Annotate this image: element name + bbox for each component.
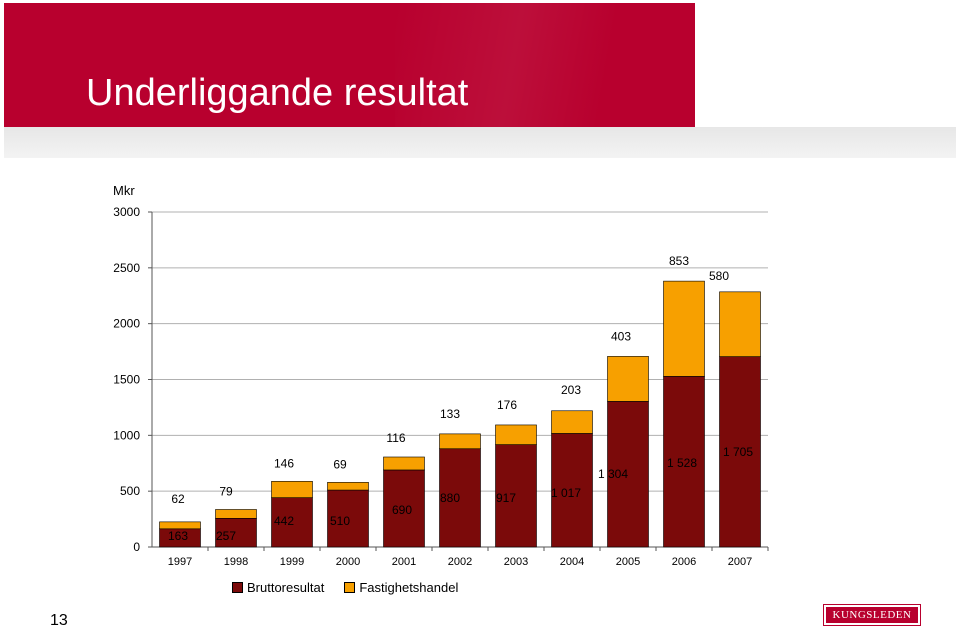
x-tick-label: 1997	[168, 556, 192, 568]
data-label-bruttoresultat: 257	[216, 529, 236, 543]
bar-bruttoresultat	[439, 448, 481, 548]
bar-bruttoresultat	[495, 444, 537, 548]
banner-decoration	[395, 3, 695, 127]
bar-fastighetshandel	[551, 410, 593, 434]
y-tick-label: 2000	[113, 317, 140, 331]
data-label-bruttoresultat: 917	[496, 491, 516, 505]
bar-fastighetshandel	[719, 291, 761, 357]
data-label-fastighetshandel: 146	[274, 456, 294, 470]
legend-label-bruttoresultat: Bruttoresultat	[247, 580, 325, 595]
legend-item-bruttoresultat: Bruttoresultat	[232, 580, 324, 595]
logo-text: KUNGSLEDEN	[826, 607, 918, 623]
bar-fastighetshandel	[495, 424, 537, 445]
y-unit-label: Mkr	[113, 183, 135, 198]
data-label-fastighetshandel: 203	[561, 383, 581, 397]
legend-item-fastighetshandel: Fastighetshandel	[344, 580, 458, 595]
x-tick-label: 1998	[224, 556, 248, 568]
data-label-bruttoresultat: 1 528	[667, 456, 697, 470]
data-label-bruttoresultat: 163	[168, 529, 188, 543]
bar-fastighetshandel	[215, 509, 257, 519]
data-label-fastighetshandel: 62	[171, 492, 185, 506]
y-tick-label: 3000	[113, 205, 140, 219]
y-tick-label: 2500	[113, 261, 140, 275]
x-tick-label: 2007	[728, 556, 752, 568]
kungsleden-logo: KUNGSLEDEN	[823, 604, 921, 626]
data-label-bruttoresultat: 442	[274, 514, 294, 528]
y-tick-label: 1000	[113, 428, 140, 442]
legend-label-fastighetshandel: Fastighetshandel	[359, 580, 459, 595]
bar-bruttoresultat	[271, 497, 313, 548]
y-tick-label: 1500	[113, 373, 140, 387]
data-label-bruttoresultat: 1 705	[723, 445, 753, 459]
legend: Bruttoresultat Fastighetshandel	[232, 580, 472, 595]
bar-fastighetshandel	[327, 482, 369, 491]
bar-fastighetshandel	[663, 280, 705, 377]
data-label-fastighetshandel: 69	[333, 457, 347, 471]
bar-bruttoresultat	[663, 376, 705, 548]
data-label-bruttoresultat: 1 017	[551, 486, 581, 500]
x-tick-label: 2003	[504, 556, 528, 568]
data-label-fastighetshandel: 79	[219, 484, 233, 498]
y-tick-label: 500	[120, 484, 140, 498]
data-label-fastighetshandel: 176	[497, 398, 517, 412]
x-tick-label: 2004	[560, 556, 584, 568]
y-tick-label: 0	[133, 540, 140, 554]
bar-bruttoresultat	[383, 469, 425, 548]
x-tick-label: 2001	[392, 556, 416, 568]
x-tick-label: 1999	[280, 556, 304, 568]
x-tick-label: 2000	[336, 556, 360, 568]
data-label-fastighetshandel: 403	[611, 329, 631, 343]
data-label-fastighetshandel: 116	[386, 431, 405, 445]
data-label-fastighetshandel: 853	[669, 254, 689, 268]
x-tick-label: 2002	[448, 556, 472, 568]
data-label-bruttoresultat: 880	[440, 491, 460, 505]
bar-bruttoresultat	[719, 356, 761, 548]
bar-fastighetshandel	[159, 521, 201, 530]
bar-bruttoresultat	[551, 433, 593, 548]
page-number: 13	[50, 612, 68, 629]
bar-fastighetshandel	[607, 356, 649, 402]
data-label-bruttoresultat: 510	[330, 514, 350, 528]
title-banner	[4, 3, 695, 127]
x-tick-label: 2005	[616, 556, 640, 568]
x-tick-label: 2006	[672, 556, 696, 568]
data-label-bruttoresultat: 1 304	[598, 467, 628, 481]
legend-swatch-bruttoresultat	[232, 582, 243, 593]
slide-title: Underliggande resultat	[86, 72, 469, 114]
bar-bruttoresultat	[327, 489, 369, 548]
bar-fastighetshandel	[271, 481, 313, 498]
data-label-fastighetshandel: 580	[709, 269, 729, 283]
legend-swatch-fastighetshandel	[344, 582, 356, 593]
data-label-fastighetshandel: 133	[440, 407, 460, 421]
data-label-bruttoresultat: 690	[392, 503, 412, 517]
bar-fastighetshandel	[439, 433, 481, 450]
bar-fastighetshandel	[383, 456, 425, 471]
banner-rule	[4, 127, 956, 158]
bar-bruttoresultat	[607, 401, 649, 548]
